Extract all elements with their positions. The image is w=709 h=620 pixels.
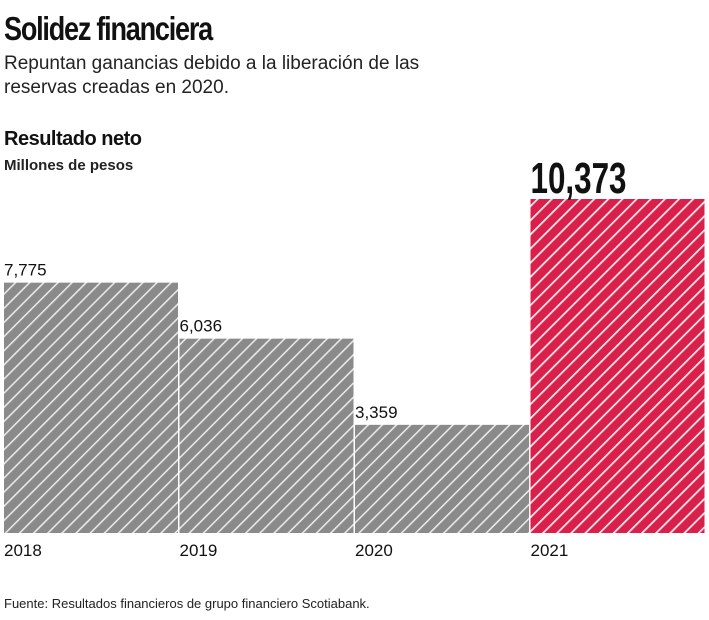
bar-2020 — [355, 424, 529, 533]
bar-2019 — [179, 338, 354, 533]
chart-subtitle: Repuntan ganancias debido a la liberació… — [4, 53, 420, 98]
value-label-2019: 6,036 — [180, 317, 223, 336]
category-label-2020: 2020 — [355, 541, 393, 560]
bar-2021 — [530, 199, 705, 533]
value-label-2020: 3,359 — [355, 403, 398, 422]
chart-title: Solidez financiera — [4, 10, 213, 47]
value-label-2018: 7,775 — [4, 261, 47, 280]
metric-label: Resultado neto — [4, 128, 142, 150]
category-label-2018: 2018 — [4, 541, 42, 560]
unit-label: Millones de pesos — [4, 157, 134, 174]
bar-2018 — [4, 282, 178, 533]
value-label-2021: 10,373 — [531, 154, 627, 203]
category-label-2021: 2021 — [531, 541, 569, 560]
source-note: Fuente: Resultados financieros de grupo … — [4, 596, 370, 611]
category-label-2019: 2019 — [180, 541, 218, 560]
